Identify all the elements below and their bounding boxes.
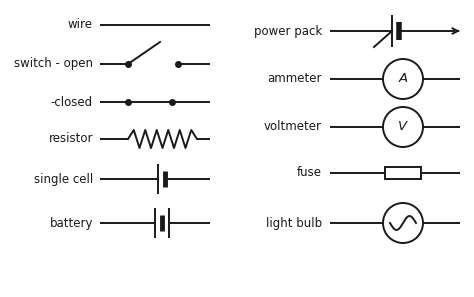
Text: battery: battery — [49, 217, 93, 230]
Text: ammeter: ammeter — [267, 72, 322, 86]
Text: light bulb: light bulb — [266, 217, 322, 230]
Text: V: V — [399, 121, 408, 133]
Text: resistor: resistor — [48, 132, 93, 146]
Text: A: A — [399, 72, 408, 86]
Circle shape — [383, 59, 423, 99]
Bar — [385, 167, 421, 179]
Text: voltmeter: voltmeter — [264, 121, 322, 133]
Circle shape — [383, 203, 423, 243]
Text: fuse: fuse — [297, 167, 322, 179]
Text: power pack: power pack — [254, 24, 322, 37]
Circle shape — [383, 107, 423, 147]
Text: wire: wire — [68, 18, 93, 31]
Text: single cell: single cell — [34, 173, 93, 186]
Text: switch - open: switch - open — [14, 58, 93, 70]
Text: -closed: -closed — [51, 96, 93, 108]
